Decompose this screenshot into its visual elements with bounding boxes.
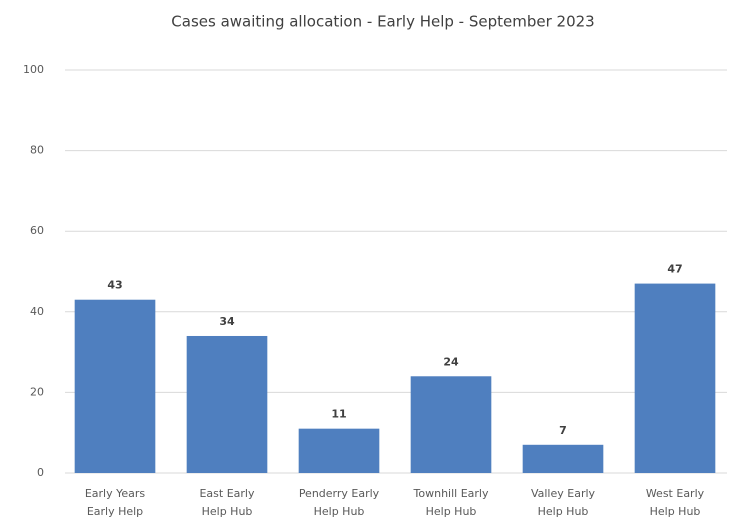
bar [74,299,156,473]
x-tick-label: West Early Help Hub [646,487,705,518]
y-tick-label: 20 [30,385,44,398]
x-tick-label: Valley Early Help Hub [531,487,596,518]
data-label: 7 [559,424,567,437]
y-tick-label: 0 [37,466,44,479]
bar [522,444,604,473]
y-tick-label: 80 [30,144,44,157]
data-label: 11 [331,408,346,421]
bar [634,283,716,473]
y-tick-label: 100 [23,63,44,76]
chart-title: Cases awaiting allocation - Early Help -… [171,13,594,31]
y-tick-label: 60 [30,224,44,237]
y-tick-label: 40 [30,305,44,318]
data-label: 43 [107,279,122,292]
x-tick-label: East Early Help Hub [199,487,255,518]
data-label: 24 [443,355,459,368]
x-tick-label: Townhill Early Help Hub [413,487,489,518]
data-label: 47 [667,263,682,276]
x-tick-label: Penderry Early Help Hub [299,487,380,518]
bar [298,428,380,473]
bar [410,376,492,473]
data-label: 34 [219,315,235,328]
bar [186,335,268,473]
x-tick-label: Early Years Early Help [85,487,146,518]
